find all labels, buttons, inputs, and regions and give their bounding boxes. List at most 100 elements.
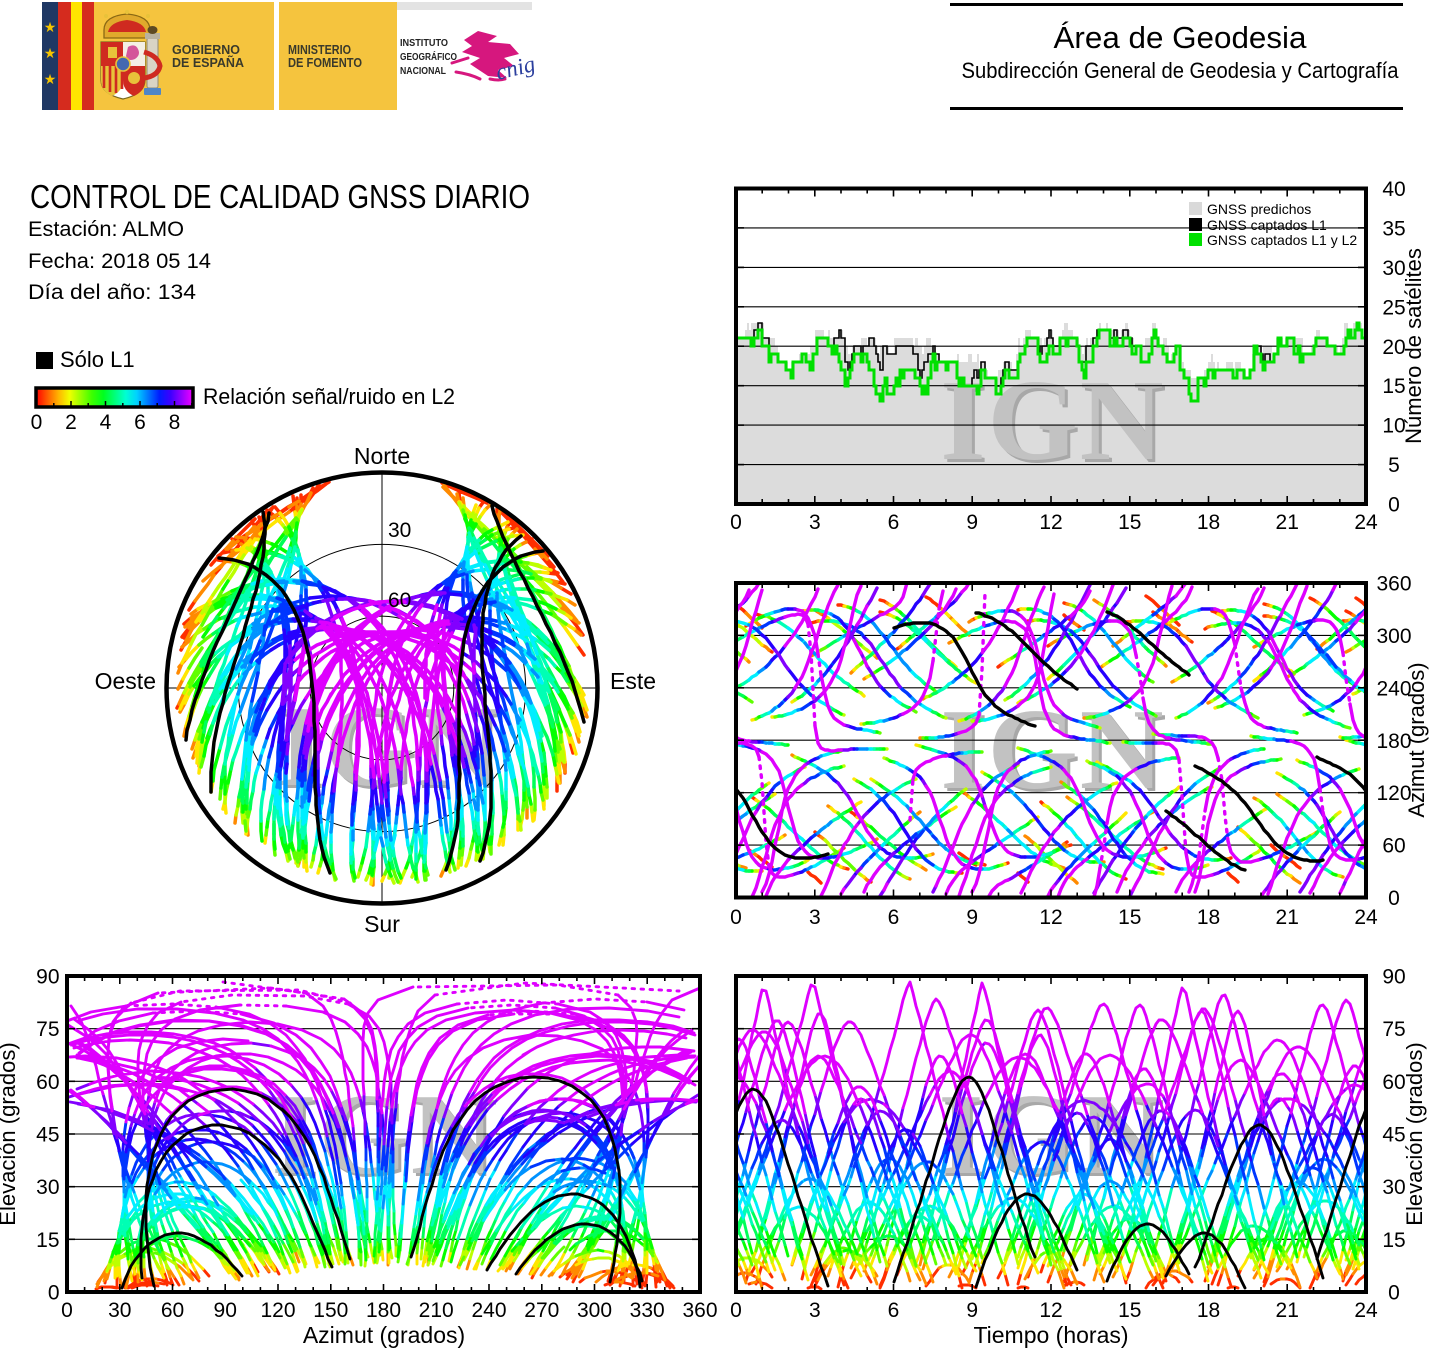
svg-text:10: 10 <box>1382 415 1405 438</box>
svg-text:360: 360 <box>682 1299 717 1322</box>
svg-text:120: 120 <box>260 1299 295 1322</box>
svg-text:90: 90 <box>214 1299 237 1322</box>
svg-text:24: 24 <box>1354 1299 1378 1322</box>
svg-text:3: 3 <box>809 511 821 534</box>
svg-text:12: 12 <box>1039 906 1062 929</box>
svg-text:GOBIERNO: GOBIERNO <box>172 43 240 57</box>
svg-text:330: 330 <box>630 1299 665 1322</box>
svg-text:300: 300 <box>577 1299 612 1322</box>
svg-text:210: 210 <box>419 1299 454 1322</box>
svg-text:0: 0 <box>730 511 742 534</box>
svg-text:GNSS captados L1 y L2: GNSS captados L1 y L2 <box>1207 232 1357 248</box>
svg-text:18: 18 <box>1197 1299 1220 1322</box>
svg-text:15: 15 <box>36 1229 59 1252</box>
svg-text:20: 20 <box>1382 336 1405 359</box>
svg-text:45: 45 <box>36 1124 59 1147</box>
svg-text:Elevación (grados): Elevación (grados) <box>1402 1042 1427 1225</box>
svg-text:Fecha: 2018 05 14: Fecha: 2018 05 14 <box>28 250 211 273</box>
svg-text:Área de Geodesia: Área de Geodesia <box>1054 20 1308 55</box>
svg-text:2: 2 <box>65 411 77 434</box>
svg-text:60: 60 <box>1382 835 1405 858</box>
svg-text:180: 180 <box>366 1299 401 1322</box>
svg-text:21: 21 <box>1276 1299 1299 1322</box>
svg-text:360: 360 <box>1376 573 1411 596</box>
svg-text:15: 15 <box>1382 1229 1405 1252</box>
svg-text:30: 30 <box>1382 1176 1405 1199</box>
svg-text:Azimut (grados): Azimut (grados) <box>303 1322 465 1348</box>
svg-text:MINISTERIO: MINISTERIO <box>288 43 351 57</box>
svg-text:25: 25 <box>1382 296 1405 319</box>
svg-text:★: ★ <box>44 71 57 87</box>
svg-text:24: 24 <box>1354 906 1378 929</box>
svg-text:0: 0 <box>1388 1282 1400 1305</box>
svg-text:75: 75 <box>36 1018 59 1041</box>
svg-text:60: 60 <box>161 1299 184 1322</box>
svg-text:30: 30 <box>108 1299 131 1322</box>
svg-text:12: 12 <box>1039 511 1062 534</box>
svg-text:24: 24 <box>1354 511 1378 534</box>
svg-text:Oeste: Oeste <box>95 668 156 694</box>
svg-text:15: 15 <box>1118 1299 1141 1322</box>
svg-text:9: 9 <box>966 511 978 534</box>
svg-text:60: 60 <box>36 1071 59 1094</box>
svg-text:GEOGRÁFICO: GEOGRÁFICO <box>400 50 457 63</box>
svg-text:4: 4 <box>100 411 112 434</box>
svg-text:18: 18 <box>1197 511 1220 534</box>
svg-text:6: 6 <box>888 1299 900 1322</box>
svg-text:30: 30 <box>36 1176 59 1199</box>
svg-text:21: 21 <box>1276 511 1299 534</box>
svg-text:Estación: ALMO: Estación: ALMO <box>28 218 184 241</box>
svg-text:35: 35 <box>1382 217 1405 240</box>
svg-text:0: 0 <box>1388 887 1400 910</box>
svg-text:6: 6 <box>888 906 900 929</box>
svg-text:60: 60 <box>1382 1071 1405 1094</box>
svg-text:8: 8 <box>169 411 181 434</box>
svg-text:Día del año: 134: Día del año: 134 <box>28 281 196 304</box>
svg-text:9: 9 <box>966 906 978 929</box>
svg-text:240: 240 <box>1376 677 1411 700</box>
svg-text:Sur: Sur <box>364 911 400 937</box>
svg-text:60: 60 <box>388 589 411 612</box>
svg-text:90: 90 <box>1382 966 1405 989</box>
svg-text:INSTITUTO: INSTITUTO <box>400 38 448 49</box>
svg-text:Relación señal/ruido en L2: Relación señal/ruido en L2 <box>203 384 455 409</box>
svg-text:Elevación (grados): Elevación (grados) <box>0 1042 20 1225</box>
svg-text:Este: Este <box>610 668 656 694</box>
svg-text:120: 120 <box>1376 782 1411 805</box>
svg-text:15: 15 <box>1118 511 1141 534</box>
svg-text:45: 45 <box>1382 1124 1405 1147</box>
svg-text:DE FOMENTO: DE FOMENTO <box>288 56 362 70</box>
svg-text:21: 21 <box>1276 906 1299 929</box>
svg-text:Norte: Norte <box>354 443 410 469</box>
svg-text:6: 6 <box>888 511 900 534</box>
svg-text:★: ★ <box>44 19 57 35</box>
svg-text:15: 15 <box>1118 906 1141 929</box>
svg-text:CONTROL DE CALIDAD GNSS DIARIO: CONTROL DE CALIDAD GNSS DIARIO <box>30 178 530 215</box>
svg-text:GNSS predichos: GNSS predichos <box>1207 201 1311 217</box>
svg-text:0: 0 <box>730 906 742 929</box>
svg-text:0: 0 <box>48 1282 60 1305</box>
svg-text:150: 150 <box>313 1299 348 1322</box>
svg-text:Tiempo (horas): Tiempo (horas) <box>973 1322 1128 1348</box>
svg-text:Subdirección General de Geodes: Subdirección General de Geodesia y Carto… <box>962 58 1400 83</box>
svg-text:Azimut (grados): Azimut (grados) <box>1404 662 1429 817</box>
svg-text:Número de satélites: Número de satélites <box>1401 248 1426 444</box>
svg-text:30: 30 <box>1382 257 1405 280</box>
svg-text:Sólo L1: Sólo L1 <box>60 347 135 372</box>
svg-text:3: 3 <box>809 1299 821 1322</box>
svg-text:GNSS captados L1: GNSS captados L1 <box>1207 217 1327 233</box>
svg-text:6: 6 <box>134 411 146 434</box>
svg-text:30: 30 <box>388 519 411 542</box>
svg-text:NACIONAL: NACIONAL <box>400 66 446 77</box>
svg-text:40: 40 <box>1382 178 1405 201</box>
svg-text:5: 5 <box>1388 454 1400 477</box>
svg-text:270: 270 <box>524 1299 559 1322</box>
svg-text:DE ESPAÑA: DE ESPAÑA <box>172 55 244 70</box>
svg-text:0: 0 <box>31 411 43 434</box>
svg-text:180: 180 <box>1376 730 1411 753</box>
svg-text:12: 12 <box>1039 1299 1062 1322</box>
svg-text:9: 9 <box>966 1299 978 1322</box>
svg-text:0: 0 <box>61 1299 73 1322</box>
svg-text:18: 18 <box>1197 906 1220 929</box>
svg-text:300: 300 <box>1376 625 1411 648</box>
